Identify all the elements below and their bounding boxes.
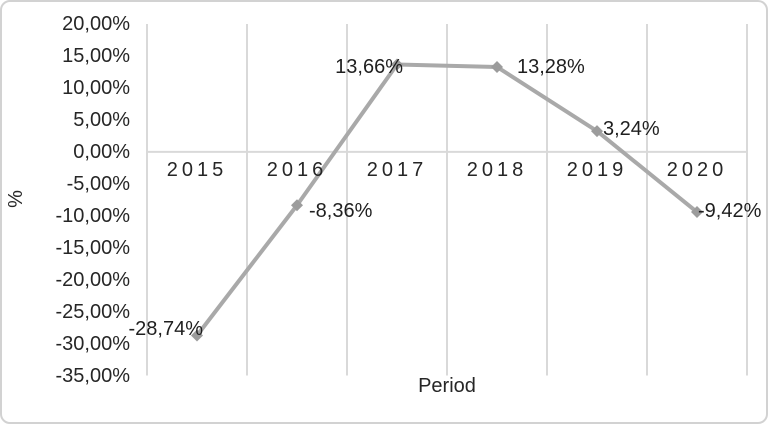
y-tick-label: -30,00% [55, 332, 131, 355]
data-label-2017: 13,66% [335, 55, 403, 78]
data-point-marker-2015 [191, 329, 203, 342]
data-point-marker-2018 [491, 60, 503, 73]
y-tick-label: -25,00% [55, 300, 131, 323]
x-category-label-2018: 2018 [466, 159, 528, 181]
y-tick-label: -10,00% [55, 204, 131, 227]
x-category-label-2015: 2015 [166, 159, 228, 181]
data-label-2020: -9,42% [698, 200, 762, 223]
x-category-label-2017: 2017 [366, 159, 428, 181]
y-tick-label: 10,00% [62, 76, 130, 99]
data-label-2016: -8,36% [309, 200, 373, 223]
x-category-label-2019: 2019 [566, 159, 628, 181]
y-tick-label: -15,00% [55, 236, 131, 259]
data-label-2015: -28,74% [128, 318, 204, 341]
data-point-marker-2017 [391, 58, 403, 71]
data-point-marker-2016 [291, 199, 303, 212]
data-point-marker-2020 [691, 206, 703, 219]
data-point-marker-2019 [591, 125, 603, 138]
y-tick-label: 15,00% [62, 44, 130, 67]
x-category-label-2016: 2016 [266, 159, 328, 181]
y-axis-title: % [4, 190, 27, 208]
x-category-label-2020: 2020 [666, 159, 728, 181]
y-tick-label: -20,00% [55, 268, 131, 291]
y-tick-label: 5,00% [73, 108, 130, 131]
y-tick-label: -5,00% [66, 172, 130, 195]
x-axis-title: Period [418, 375, 476, 397]
y-tick-label: 20,00% [62, 13, 130, 35]
data-label-2019: 3,24% [603, 118, 660, 141]
series-line [195, 62, 699, 338]
y-tick-label: -35,00% [55, 364, 131, 387]
y-tick-label: 0,00% [73, 140, 130, 163]
data-label-2018: 13,28% [517, 55, 585, 78]
